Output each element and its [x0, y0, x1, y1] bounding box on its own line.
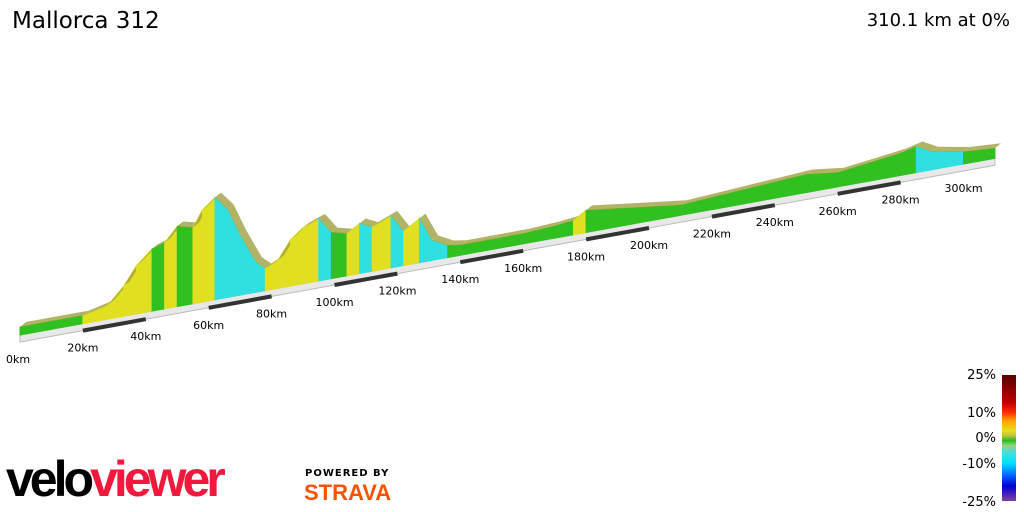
- km-segment-marker: [837, 180, 901, 196]
- profile-top-surface: [932, 146, 970, 152]
- profile-top-surface: [20, 316, 58, 327]
- profile-top-surface: [403, 213, 426, 232]
- strava-logo: STRAVA: [304, 480, 392, 505]
- legend-label: -10%: [962, 457, 996, 472]
- legend-label: -25%: [962, 495, 996, 510]
- profile-top-surface: [240, 230, 262, 263]
- profile-top-surface: [680, 192, 718, 206]
- profile-top-surface: [806, 167, 844, 175]
- profile-top-surface: [523, 221, 561, 234]
- legend-label: 10%: [967, 406, 996, 421]
- x-tick-label: 200km: [630, 239, 668, 252]
- profile-top-surface: [318, 213, 338, 233]
- profile-segment: [151, 241, 166, 312]
- x-tick-label: 240km: [756, 216, 794, 229]
- route-summary: 310.1 km at 0%: [866, 10, 1010, 31]
- km-segment-marker: [459, 248, 524, 265]
- x-tick-label: 300km: [944, 182, 982, 195]
- x-tick-label: 0km: [6, 353, 30, 366]
- km-segment-marker: [585, 226, 650, 242]
- profile-segment: [573, 209, 587, 236]
- profile-top-surface: [347, 218, 366, 234]
- profile-segment: [447, 244, 461, 259]
- x-tick-label: 280km: [882, 193, 920, 206]
- x-tick-label: 100km: [315, 296, 353, 309]
- profile-top-surface: [82, 300, 115, 316]
- profile-segment: [330, 232, 348, 280]
- gradient-color-legend: [1002, 375, 1016, 501]
- x-tick-label: 140km: [441, 273, 479, 286]
- legend-label: 0%: [975, 431, 996, 446]
- profile-top-surface: [303, 213, 325, 228]
- profile-top-surface: [586, 203, 624, 211]
- profile-top-surface: [743, 177, 781, 190]
- profile-top-surface: [447, 240, 467, 246]
- powered-by-text: POWERED BY: [305, 468, 390, 479]
- profile-top-surface: [51, 310, 89, 322]
- x-tick-label: 60km: [193, 319, 224, 332]
- x-tick-label: 260km: [819, 205, 857, 218]
- x-tick-label: 40km: [130, 330, 161, 343]
- x-tick-label: 160km: [504, 262, 542, 275]
- profile-top-surface: [491, 228, 530, 240]
- x-tick-label: 220km: [693, 228, 731, 241]
- profile-top-surface: [419, 213, 438, 241]
- profile-segment: [302, 217, 320, 285]
- x-tick-label: 80km: [256, 307, 287, 320]
- route-title: Mallorca 312: [12, 8, 160, 34]
- profile-top-surface: [359, 218, 379, 228]
- profile-top-surface: [900, 141, 923, 154]
- x-tick-label: 20km: [67, 342, 98, 355]
- profile-top-surface: [869, 148, 907, 164]
- profile-top-surface: [916, 141, 939, 152]
- profile-segment: [176, 225, 194, 308]
- profile-segment: [192, 209, 203, 305]
- legend-label: 25%: [967, 368, 996, 383]
- profile-top-surface: [431, 235, 454, 246]
- profile-segment: [359, 222, 373, 275]
- profile-top-surface: [837, 158, 876, 173]
- profile-top-surface: [963, 143, 1001, 152]
- profile-top-surface: [711, 184, 750, 198]
- profile-top-surface: [331, 227, 354, 234]
- veloviewer-logo: veloviewer: [6, 451, 226, 507]
- profile-top-surface: [391, 210, 410, 232]
- km-segment-marker: [711, 203, 776, 219]
- profile-top-surface: [227, 204, 247, 236]
- profile-top-surface: [573, 205, 593, 221]
- profile-segment: [214, 196, 229, 301]
- km-segment-marker: [208, 294, 272, 310]
- profile-top-surface: [255, 257, 272, 269]
- x-tick-label: 120km: [378, 285, 416, 298]
- profile-segment: [289, 226, 304, 287]
- profile-top-surface: [617, 202, 655, 209]
- km-segment-marker: [82, 317, 147, 333]
- profile-top-surface: [649, 200, 687, 207]
- profile-top-surface: [554, 215, 580, 227]
- x-tick-label: 180km: [567, 250, 605, 263]
- profile-top-surface: [774, 169, 813, 183]
- km-segment-marker: [334, 271, 398, 287]
- profile-segment: [164, 225, 178, 310]
- profile-top-surface: [214, 192, 234, 210]
- profile-segment: [201, 196, 216, 303]
- profile-top-surface: [460, 234, 498, 246]
